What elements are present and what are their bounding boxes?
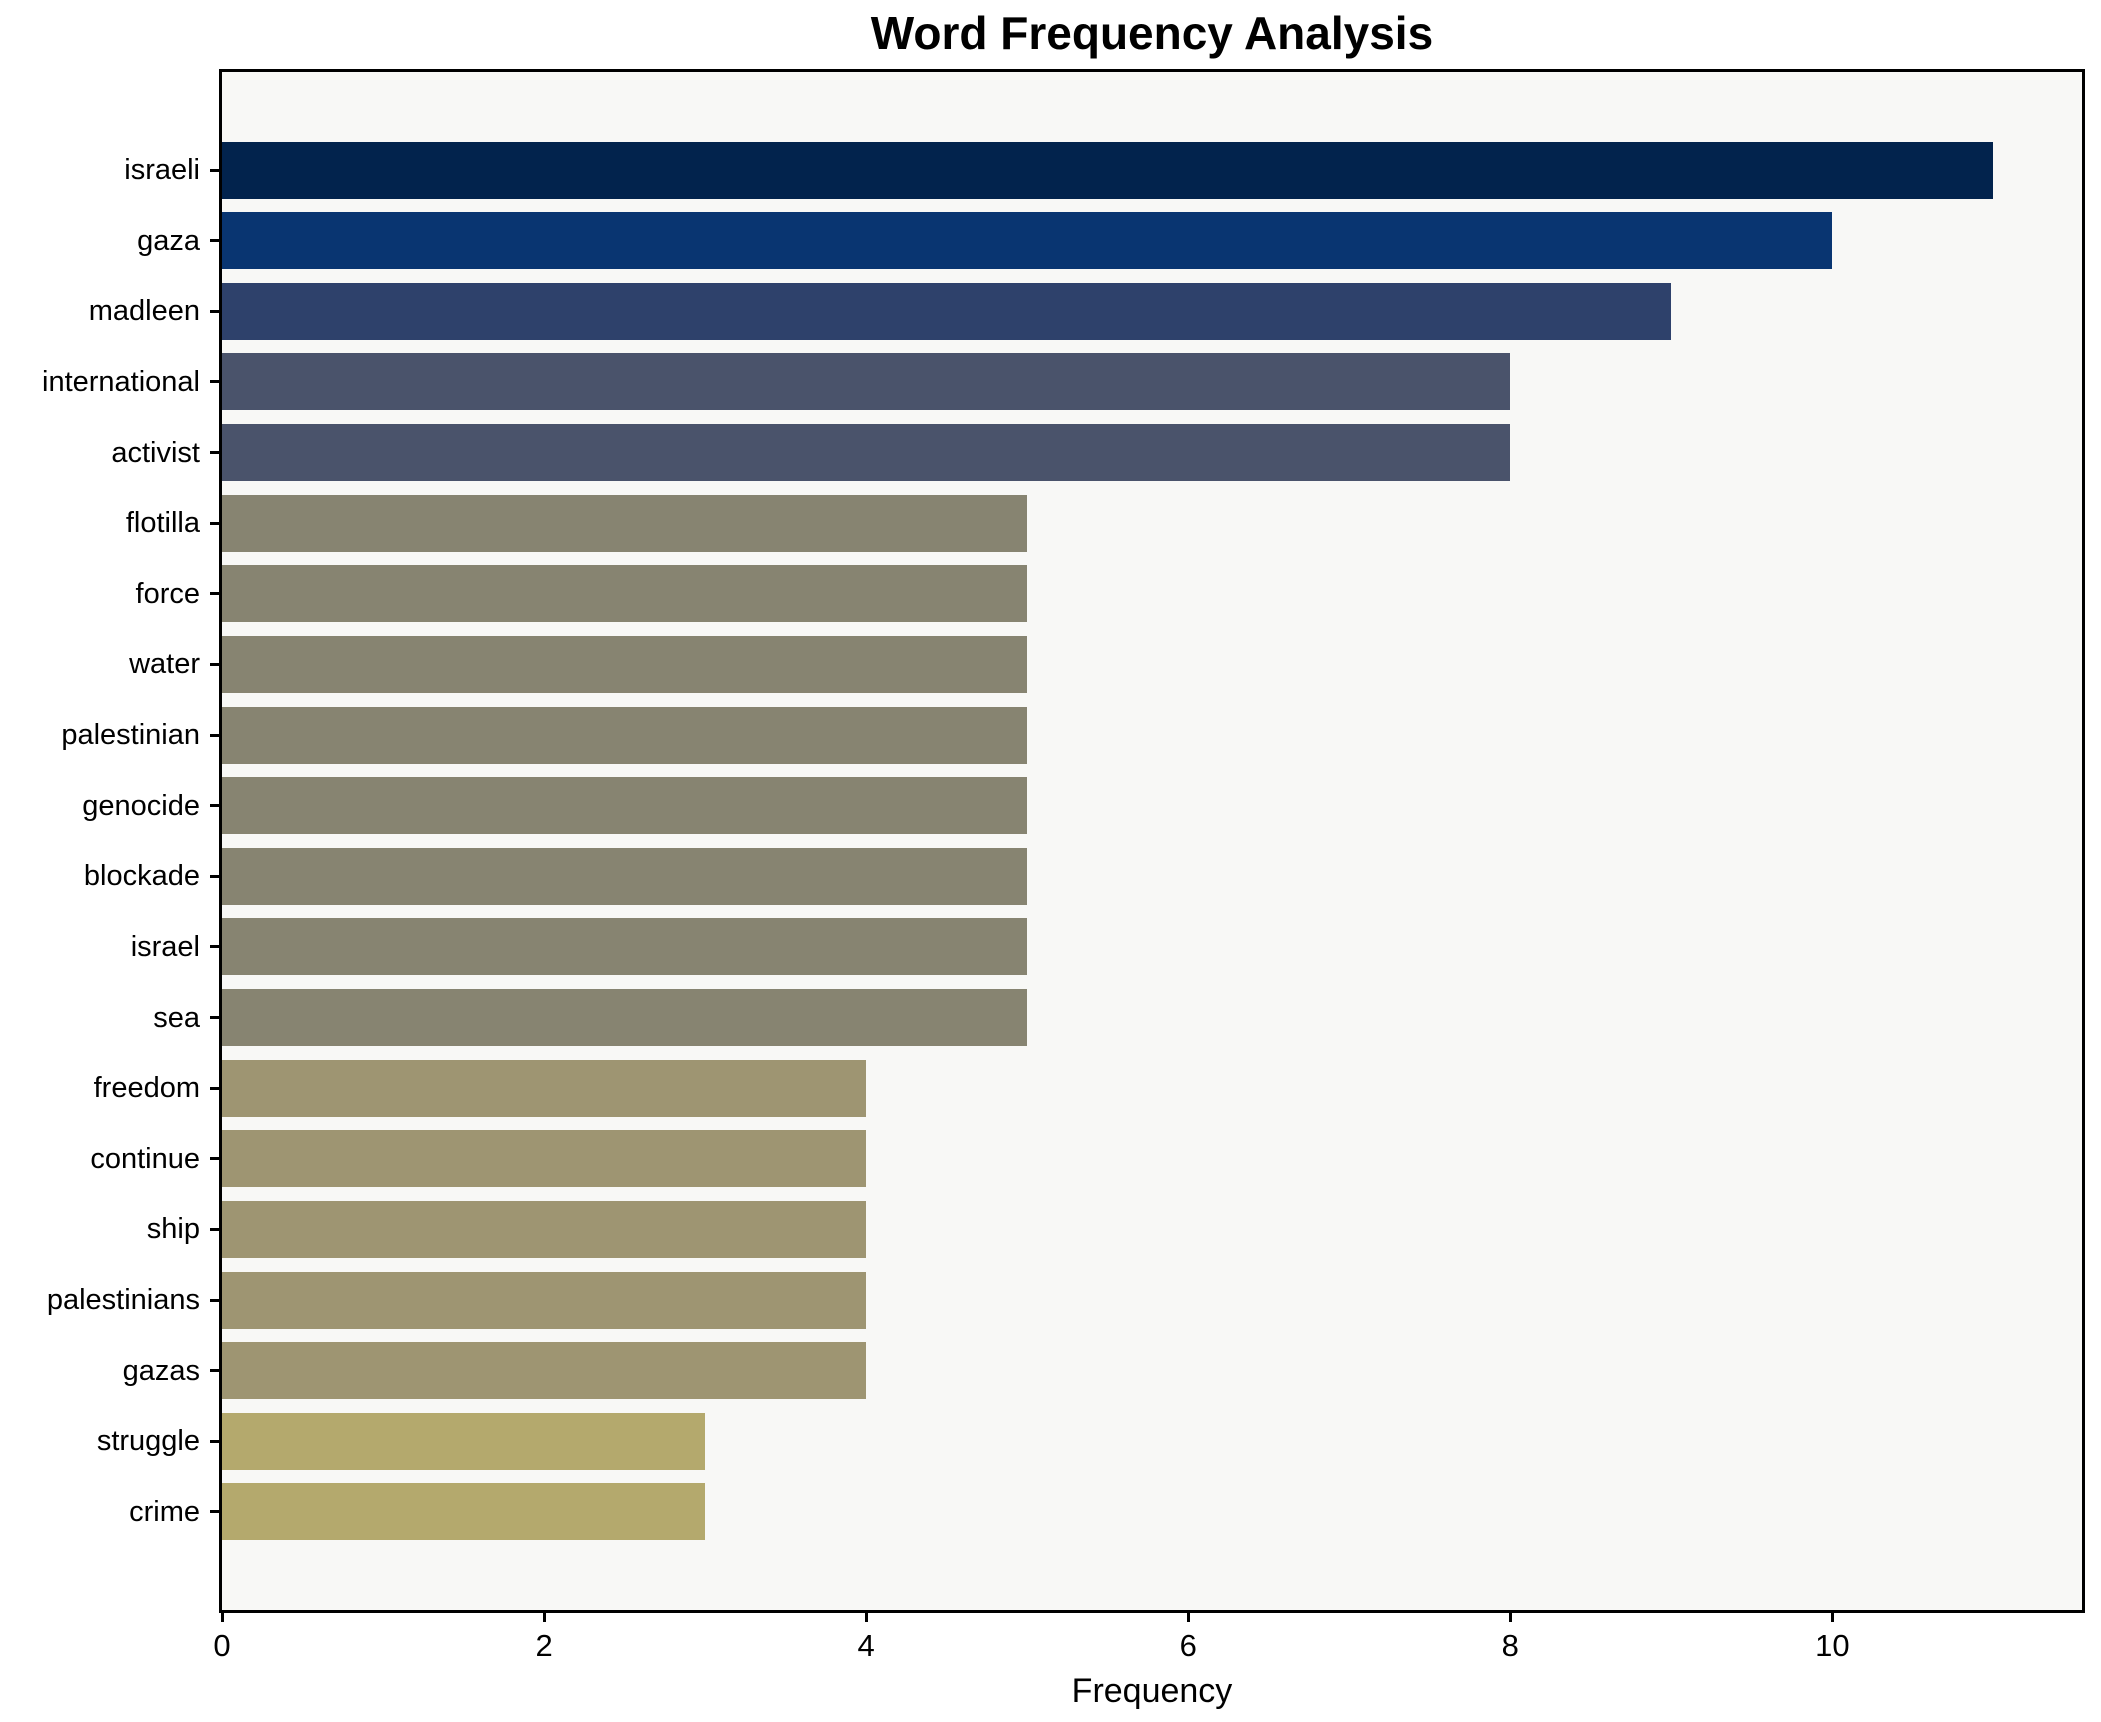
- x-tick-label-6: 6: [1179, 1628, 1197, 1663]
- bar-activist: [222, 424, 1511, 482]
- y-tick-label-international: international: [42, 365, 200, 398]
- y-tick-label-continue: continue: [90, 1142, 200, 1175]
- y-tick-label-palestinian: palestinian: [61, 719, 200, 752]
- x-tick-mark: [1508, 1610, 1512, 1622]
- bar-flotilla: [222, 494, 1028, 552]
- bar-palestinian: [222, 706, 1028, 764]
- y-tick-label-water: water: [129, 648, 200, 681]
- chart-title: Word Frequency Analysis: [870, 7, 1434, 59]
- y-tick-label-crime: crime: [129, 1495, 200, 1528]
- bar-gazas: [222, 1342, 867, 1400]
- y-tick-label-genocide: genocide: [82, 789, 200, 822]
- bar-international: [222, 353, 1511, 411]
- bar-madleen: [222, 282, 1672, 340]
- y-tick-label-gazas: gazas: [122, 1354, 200, 1387]
- x-tick-label-2: 2: [535, 1628, 553, 1663]
- bar-struggle: [222, 1412, 706, 1470]
- bar-blockade: [222, 847, 1028, 905]
- y-tick-mark: [210, 662, 222, 666]
- y-tick-mark: [210, 1016, 222, 1020]
- y-tick-mark: [210, 592, 222, 596]
- bar-water: [222, 635, 1028, 693]
- bar-israeli: [222, 141, 1994, 199]
- y-tick-label-palestinians: palestinians: [46, 1284, 200, 1317]
- bar-gaza: [222, 212, 1833, 270]
- x-tick-mark: [220, 1610, 224, 1622]
- bar-israel: [222, 918, 1028, 976]
- x-tick-mark: [1830, 1610, 1834, 1622]
- y-tick-label-force: force: [135, 577, 200, 610]
- y-tick-mark: [210, 1369, 222, 1373]
- y-tick-mark: [210, 1298, 222, 1302]
- x-tick-label-0: 0: [213, 1628, 231, 1663]
- y-tick-mark: [210, 945, 222, 949]
- y-tick-mark: [210, 380, 222, 384]
- x-tick-mark: [864, 1610, 868, 1622]
- y-tick-mark: [210, 1439, 222, 1443]
- x-tick-label-8: 8: [1501, 1628, 1519, 1663]
- bar-continue: [222, 1130, 867, 1188]
- y-tick-mark: [210, 1227, 222, 1231]
- bar-genocide: [222, 777, 1028, 835]
- bar-force: [222, 565, 1028, 623]
- y-tick-label-struggle: struggle: [96, 1425, 200, 1458]
- y-tick-label-blockade: blockade: [83, 860, 200, 893]
- x-tick-mark: [1186, 1610, 1190, 1622]
- x-tick-mark: [542, 1610, 546, 1622]
- bar-freedom: [222, 1059, 867, 1117]
- y-tick-mark: [210, 874, 222, 878]
- y-tick-label-gaza: gaza: [137, 224, 200, 257]
- y-tick-mark: [210, 451, 222, 455]
- bar-palestinians: [222, 1271, 867, 1329]
- bar-crime: [222, 1483, 706, 1541]
- y-tick-label-freedom: freedom: [93, 1072, 200, 1105]
- y-tick-mark: [210, 1086, 222, 1090]
- y-tick-mark: [210, 733, 222, 737]
- x-tick-label-4: 4: [857, 1628, 875, 1663]
- y-tick-mark: [210, 804, 222, 808]
- bar-ship: [222, 1200, 867, 1258]
- y-tick-mark: [210, 521, 222, 525]
- y-tick-mark: [210, 168, 222, 172]
- y-tick-label-sea: sea: [153, 1001, 200, 1034]
- bar-sea: [222, 989, 1028, 1047]
- x-tick-label-10: 10: [1815, 1628, 1850, 1663]
- plot-area: [219, 69, 2085, 1613]
- y-tick-label-ship: ship: [146, 1213, 200, 1246]
- y-tick-mark: [210, 239, 222, 243]
- y-tick-label-israel: israel: [130, 930, 200, 963]
- y-tick-label-israeli: israeli: [124, 154, 200, 186]
- y-tick-mark: [210, 309, 222, 313]
- x-axis-title: Frequency: [1071, 1672, 1233, 1710]
- y-tick-label-activist: activist: [111, 436, 200, 469]
- y-tick-mark: [210, 1510, 222, 1514]
- y-tick-label-flotilla: flotilla: [125, 507, 200, 540]
- y-tick-label-madleen: madleen: [88, 295, 200, 328]
- y-tick-mark: [210, 1157, 222, 1161]
